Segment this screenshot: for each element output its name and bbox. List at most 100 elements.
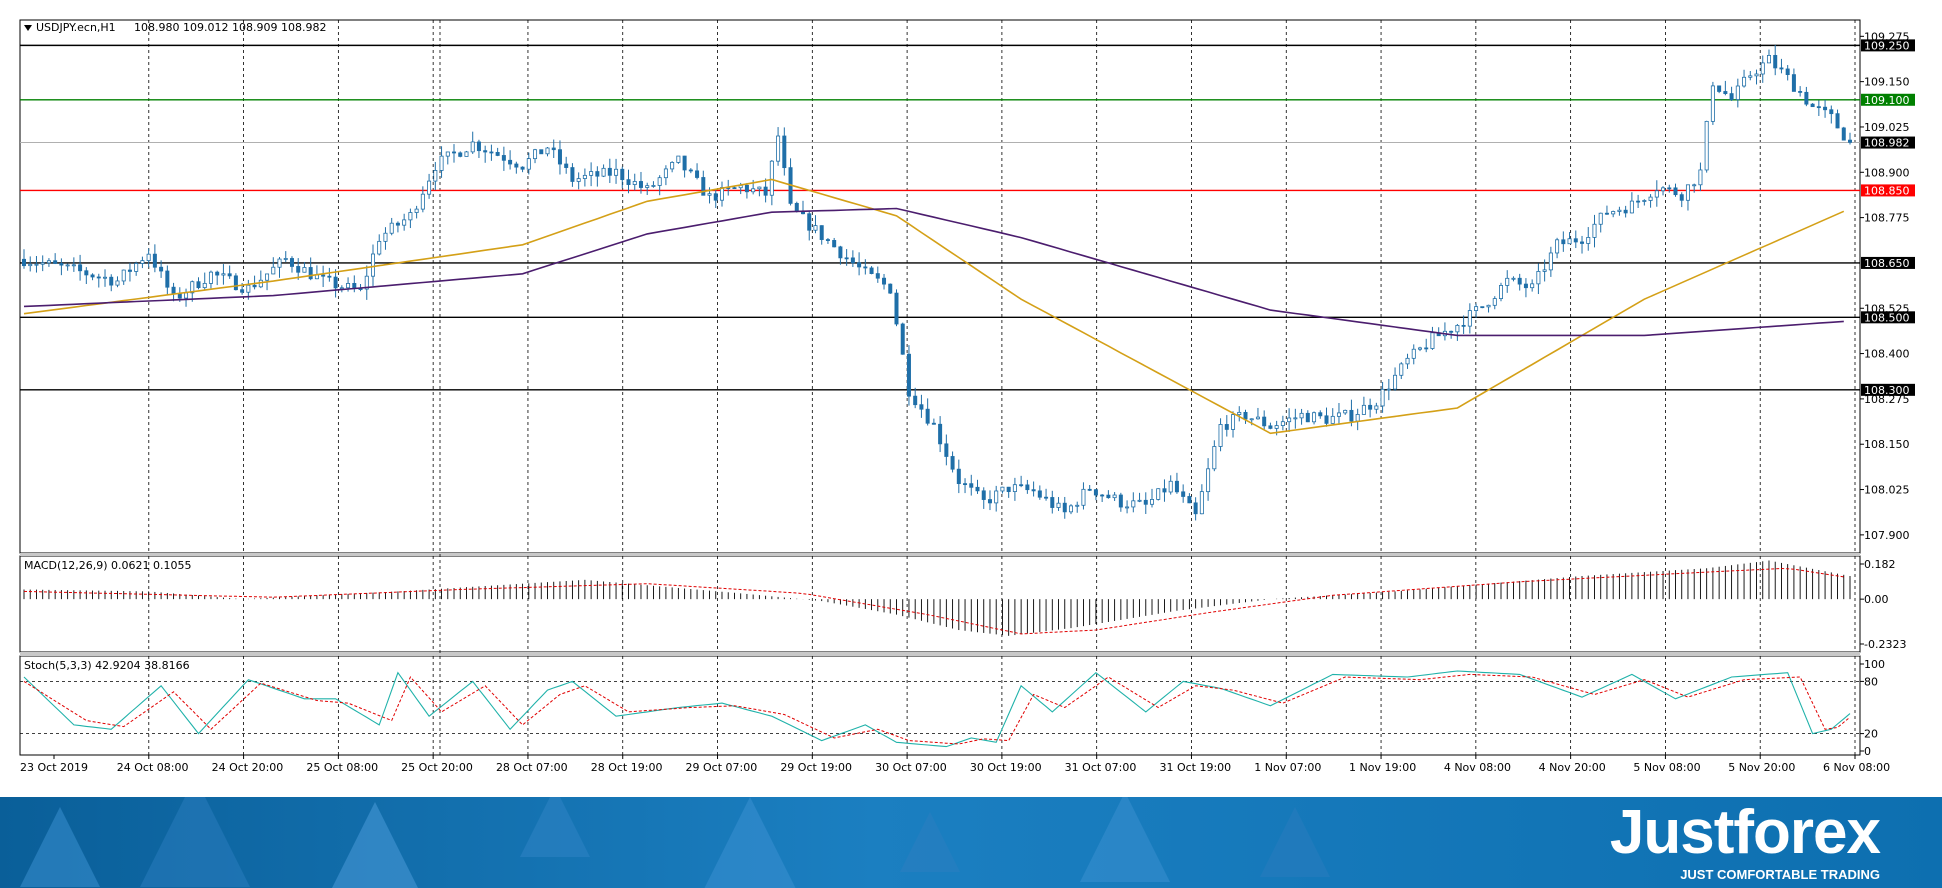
candle-body <box>327 275 332 278</box>
candle-body <box>1218 424 1223 447</box>
time-axis: 23 Oct 2019 24 Oct 08:00 24 Oct 20:00 25 Oc… <box>20 755 1890 774</box>
candle-body <box>1617 209 1622 212</box>
candle-body <box>427 180 432 195</box>
banner-decoration-shape <box>700 797 800 888</box>
candle-body <box>1349 409 1354 422</box>
candle-body <box>240 289 245 293</box>
macd-panel <box>23 560 1851 636</box>
candle-body <box>1150 499 1155 505</box>
candle-body <box>1816 106 1821 109</box>
candle-body <box>1467 310 1472 327</box>
candle-body <box>1193 502 1198 515</box>
candle-body <box>1536 271 1541 285</box>
candle-body <box>1823 106 1828 111</box>
candle-body <box>121 269 126 282</box>
candle-body <box>1287 417 1292 423</box>
candle-body <box>90 274 95 278</box>
candle-body <box>1636 200 1641 203</box>
price-tick-label: 108.400 <box>1864 348 1910 361</box>
macd-tick-label: -0.2323 <box>1864 638 1906 651</box>
candle-body <box>645 185 650 188</box>
candle-body <box>1841 127 1846 141</box>
candle-body <box>1623 209 1628 214</box>
macd-label: MACD(12,26,9) 0.0621 0.1055 <box>24 559 192 572</box>
candle-body <box>925 408 930 424</box>
candle-body <box>476 141 481 152</box>
logo-tagline: JUST COMFORTABLE TRADING <box>1680 867 1880 882</box>
candle-body <box>1299 412 1304 419</box>
candle-body <box>364 275 369 290</box>
candle-body <box>1081 488 1086 506</box>
candle-body <box>495 152 500 156</box>
candle-body <box>651 185 656 187</box>
candle-body <box>1667 187 1672 190</box>
grid-lines <box>19 19 1861 756</box>
candle-body <box>103 276 108 279</box>
candle-body <box>514 163 519 168</box>
banner-decoration-shape <box>900 812 960 872</box>
candle-body <box>233 275 238 291</box>
candle-body <box>1567 238 1572 245</box>
candle-body <box>882 277 887 285</box>
ohlc-label: 108.980 109.012 108.909 108.982 <box>134 21 326 34</box>
candle-body <box>1735 85 1740 100</box>
candle-body <box>670 162 675 170</box>
panel-separator <box>20 553 1860 556</box>
candle-body <box>1542 269 1547 272</box>
price-tick-label: 108.025 <box>1864 484 1910 497</box>
candle-body <box>1056 502 1061 508</box>
candle-body <box>1118 494 1123 508</box>
candle-body <box>819 225 824 240</box>
level-tag <box>1861 311 1915 324</box>
candle-body <box>751 188 756 193</box>
candle-body <box>931 422 936 425</box>
candle-body <box>981 490 986 500</box>
candle-body <box>1399 363 1404 376</box>
candle-body <box>1336 412 1341 417</box>
candle-body <box>115 280 120 286</box>
candle-body <box>296 266 301 273</box>
trading-chart: 109.275109.150109.025108.900108.775108.5… <box>19 19 1915 774</box>
price-panel <box>20 44 1860 521</box>
time-tick-label: 24 Oct 08:00 <box>117 761 189 774</box>
candle-body <box>221 273 226 276</box>
candle-body <box>1835 113 1840 129</box>
candle-body <box>302 267 307 273</box>
candle-body <box>682 155 687 171</box>
candle-body <box>134 263 139 272</box>
price-tick-label: 108.150 <box>1864 438 1910 451</box>
candle-body <box>956 468 961 485</box>
candle-body <box>539 149 544 155</box>
candle-body <box>1523 283 1528 289</box>
candle-body <box>1143 499 1148 505</box>
candle-body <box>1168 480 1173 493</box>
candle-body <box>1405 357 1410 365</box>
candle-body <box>1573 238 1578 243</box>
candle-body <box>906 353 911 397</box>
candle-body <box>1305 412 1310 423</box>
candle-body <box>900 323 905 355</box>
candle-body <box>165 270 170 288</box>
candle-body <box>1580 241 1585 244</box>
candle-body <box>1598 212 1603 225</box>
candle-body <box>1243 411 1248 420</box>
banner-decoration-shape <box>520 797 590 857</box>
level-tag-label: 108.300 <box>1864 384 1910 397</box>
candle-body <box>1717 85 1722 92</box>
candle-body <box>1773 55 1778 69</box>
candle-body <box>1729 93 1734 100</box>
collapse-triangle-icon[interactable] <box>24 25 32 31</box>
candle-body <box>1343 409 1348 414</box>
candle-body <box>1455 324 1460 333</box>
candle-body <box>339 287 344 290</box>
stochastic-panel <box>20 670 1860 748</box>
candle-body <box>944 443 949 457</box>
candle-body <box>1679 194 1684 201</box>
candle-body <box>395 222 400 226</box>
candle-body <box>308 267 313 280</box>
candle-body <box>1848 139 1853 143</box>
candle-body <box>825 239 830 241</box>
candle-body <box>439 155 444 171</box>
candle-body <box>888 283 893 294</box>
candle-body <box>333 276 338 289</box>
